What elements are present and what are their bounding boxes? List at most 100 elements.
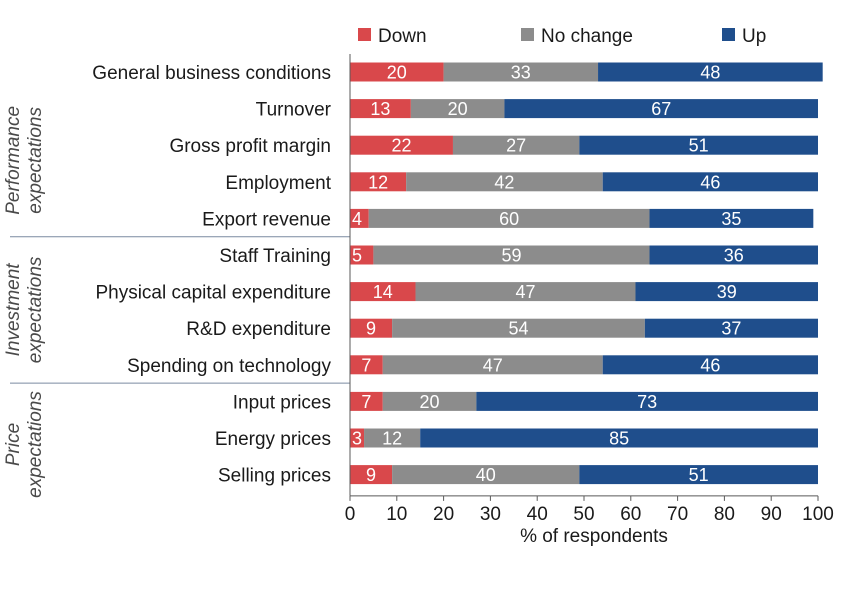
data-label: 33 <box>511 63 531 83</box>
bar-segment-no-change <box>364 428 421 448</box>
group-label: expectations <box>25 256 46 363</box>
data-label: 20 <box>387 63 407 83</box>
bar-segment-down <box>350 135 453 155</box>
bar-segment-down <box>350 282 416 302</box>
x-tick-label: 90 <box>761 504 782 525</box>
data-label: 42 <box>494 172 514 192</box>
bar-segment-down <box>350 245 374 265</box>
data-label: 73 <box>637 392 657 412</box>
category-label: Input prices <box>233 392 331 413</box>
bar-segment-down <box>350 62 444 82</box>
category-label: Spending on technology <box>127 356 331 377</box>
bar-segment-down <box>350 318 393 338</box>
data-label: 9 <box>366 319 376 339</box>
data-label: 20 <box>448 99 468 119</box>
group-label: Price <box>3 423 24 466</box>
bar-segment-up <box>579 465 818 485</box>
x-tick-label: 0 <box>345 504 356 525</box>
category-label: Staff Training <box>219 246 331 267</box>
data-label: 51 <box>689 465 709 485</box>
category-label: Physical capital expenditure <box>95 283 331 304</box>
data-label: 7 <box>361 355 371 375</box>
bar-segment-down <box>350 172 407 192</box>
bar-segment-down <box>350 355 383 375</box>
group-label: Investment <box>3 263 24 357</box>
data-label: 46 <box>700 355 720 375</box>
data-label: 13 <box>370 99 390 119</box>
x-tick-label: 100 <box>802 504 834 525</box>
data-label: 3 <box>352 429 362 449</box>
data-label: 51 <box>689 136 709 156</box>
bar-segment-up <box>635 282 818 302</box>
data-label: 4 <box>352 209 362 229</box>
data-label: 35 <box>721 209 741 229</box>
x-tick-label: 70 <box>667 504 688 525</box>
bar-segment-no-change <box>382 355 603 375</box>
x-tick-label: 80 <box>714 504 735 525</box>
bar-segment-up <box>598 62 823 82</box>
bar-segment-no-change <box>443 62 599 82</box>
data-label: 5 <box>352 246 362 266</box>
x-tick-label: 30 <box>480 504 501 525</box>
bar-segment-down <box>350 208 369 228</box>
bar-segment-up <box>579 135 818 155</box>
legend-swatch-no-change <box>521 28 534 41</box>
data-label: 85 <box>609 429 629 449</box>
bar-segment-up <box>476 391 818 411</box>
data-label: 7 <box>361 392 371 412</box>
x-tick-label: 60 <box>620 504 641 525</box>
x-axis-title: % of respondents <box>520 526 668 547</box>
data-label: 9 <box>366 465 376 485</box>
data-label: 48 <box>700 63 720 83</box>
bar-segment-no-change <box>382 391 477 411</box>
data-label: 40 <box>476 465 496 485</box>
bar-segment-up <box>602 355 818 375</box>
x-tick-label: 50 <box>573 504 594 525</box>
category-label: Gross profit margin <box>169 136 331 157</box>
data-label: 27 <box>506 136 526 156</box>
bar-segment-no-change <box>410 99 505 119</box>
bar-segment-down <box>350 465 393 485</box>
data-label: 47 <box>515 282 535 302</box>
data-label: 59 <box>501 246 521 266</box>
bar-segment-up <box>649 208 814 228</box>
data-label: 20 <box>420 392 440 412</box>
bar-segment-no-change <box>373 245 650 265</box>
legend-label-no-change: No change <box>541 26 633 47</box>
data-label: 37 <box>721 319 741 339</box>
bar-segment-up <box>420 428 818 448</box>
data-label: 22 <box>391 136 411 156</box>
category-label: Turnover <box>256 100 332 121</box>
data-label: 12 <box>382 429 402 449</box>
x-tick-label: 10 <box>386 504 407 525</box>
bar-segment-down <box>350 99 411 119</box>
bar-segment-up <box>504 99 818 119</box>
data-label: 67 <box>651 99 671 119</box>
bar-segment-no-change <box>415 282 636 302</box>
legend-label-up: Up <box>742 26 766 47</box>
data-label: 60 <box>499 209 519 229</box>
category-label: Export revenue <box>202 209 331 230</box>
bar-segment-no-change <box>392 465 580 485</box>
category-label: General business conditions <box>92 63 331 84</box>
category-label: R&D expenditure <box>186 319 331 340</box>
bar-segment-down <box>350 391 383 411</box>
group-label: Performance <box>3 106 24 215</box>
x-tick-label: 20 <box>433 504 454 525</box>
data-label: 36 <box>724 246 744 266</box>
bar-segment-no-change <box>392 318 645 338</box>
legend-swatch-down <box>358 28 371 41</box>
bar-segment-up <box>602 172 818 192</box>
legend-label-down: Down <box>378 26 427 47</box>
category-label: Employment <box>225 173 331 194</box>
bar-segment-up <box>649 245 818 265</box>
bar-segment-no-change <box>452 135 580 155</box>
x-tick-label: 40 <box>527 504 548 525</box>
bar-segment-no-change <box>368 208 650 228</box>
bar-segment-down <box>350 428 365 448</box>
data-label: 39 <box>717 282 737 302</box>
data-label: 12 <box>368 172 388 192</box>
data-label: 47 <box>483 355 503 375</box>
